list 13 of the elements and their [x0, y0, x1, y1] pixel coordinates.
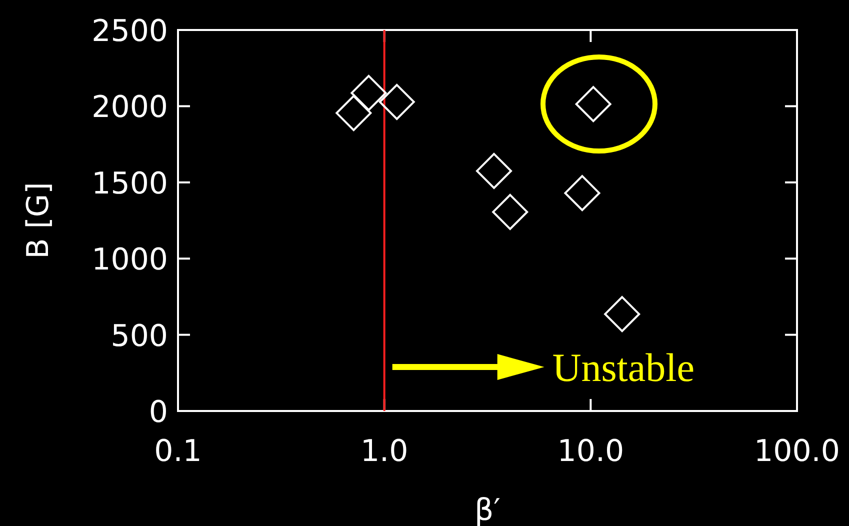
x-tick-label: 1.0: [360, 434, 408, 469]
y-tick-label: 2500: [92, 14, 168, 49]
y-tick-label: 2000: [92, 90, 168, 126]
x-tick-label: 100.0: [754, 434, 840, 469]
x-axis-title: β′: [474, 493, 501, 526]
annotation: Unstable: [552, 345, 695, 390]
y-tick-label: 0: [148, 395, 168, 430]
y-tick-label: 1000: [92, 242, 168, 278]
y-tick-label: 500: [110, 318, 168, 354]
y-tick-label: 1500: [92, 166, 168, 202]
x-tick-label: 0.1: [154, 434, 202, 469]
y-axis-title: B [G]: [21, 182, 56, 259]
x-tick-label: 10.0: [557, 434, 624, 469]
